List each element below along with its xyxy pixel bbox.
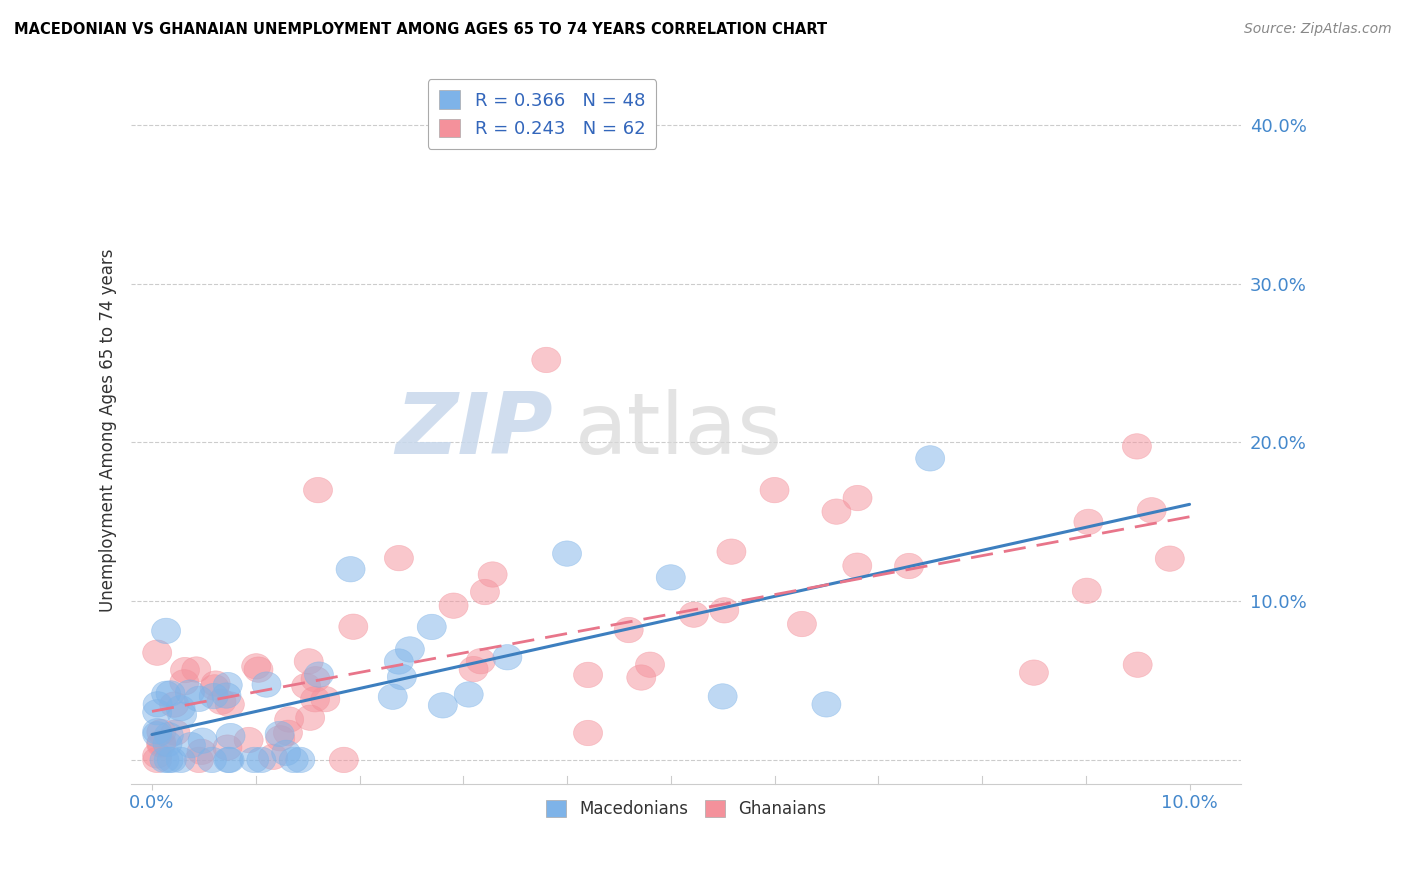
Text: MACEDONIAN VS GHANAIAN UNEMPLOYMENT AMONG AGES 65 TO 74 YEARS CORRELATION CHART: MACEDONIAN VS GHANAIAN UNEMPLOYMENT AMON… <box>14 22 827 37</box>
Legend: Macedonians, Ghanaians: Macedonians, Ghanaians <box>540 793 834 825</box>
Text: atlas: atlas <box>575 389 783 472</box>
Y-axis label: Unemployment Among Ages 65 to 74 years: Unemployment Among Ages 65 to 74 years <box>100 249 117 612</box>
Text: ZIP: ZIP <box>395 389 553 472</box>
Text: Source: ZipAtlas.com: Source: ZipAtlas.com <box>1244 22 1392 37</box>
